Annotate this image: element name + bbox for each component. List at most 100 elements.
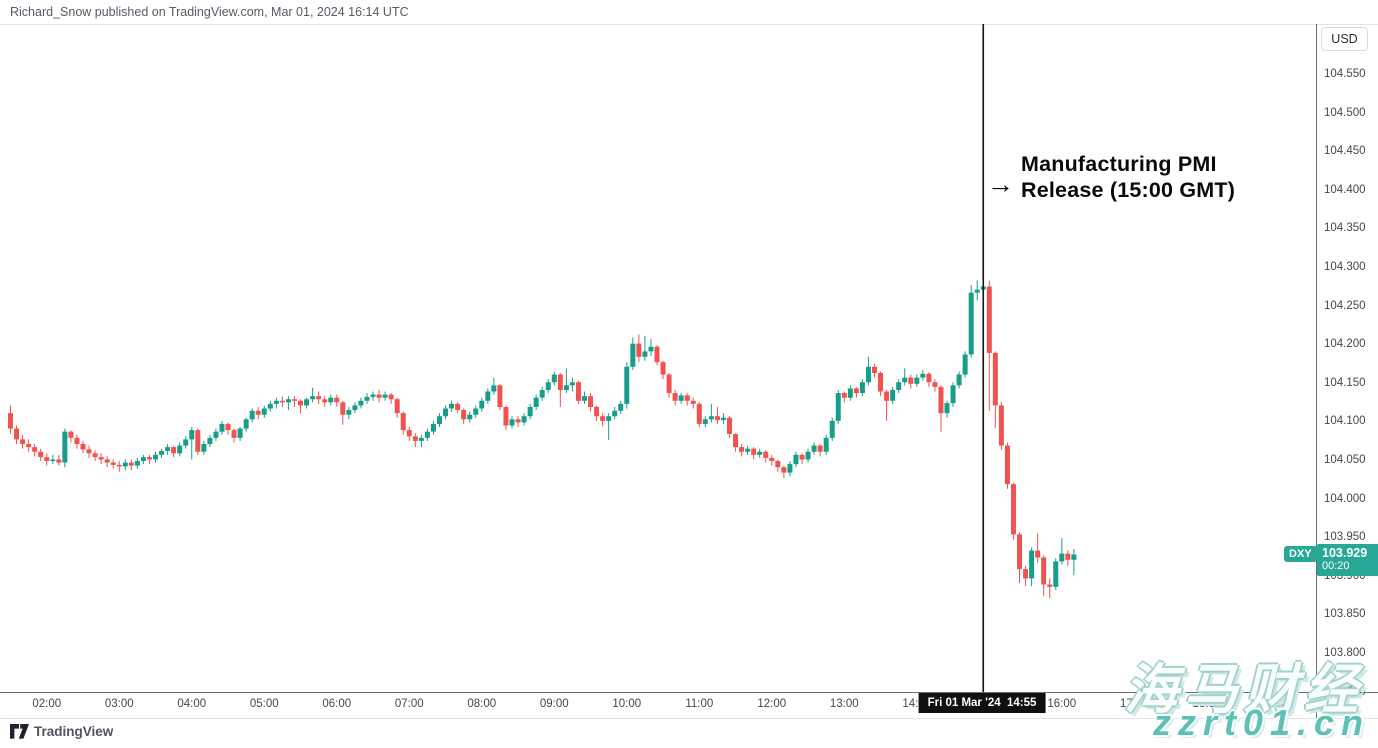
candle-body: [823, 437, 829, 452]
currency-button[interactable]: USD: [1321, 27, 1368, 51]
candle-body: [207, 437, 213, 445]
candle-body: [878, 372, 884, 392]
candle-body: [394, 399, 400, 414]
candle-body: [376, 394, 382, 398]
candle-body: [805, 451, 811, 460]
price-axis-label: 103.850: [1324, 608, 1366, 621]
time-axis-label: 19:00: [1264, 698, 1294, 710]
candle-body: [497, 385, 503, 407]
candle-body: [817, 445, 823, 452]
price-axis-label: 104.200: [1324, 338, 1366, 351]
candle-body: [829, 420, 835, 438]
candle-body: [50, 459, 56, 461]
candle-body: [588, 396, 594, 407]
candle-body: [920, 373, 926, 378]
candle-body: [1041, 557, 1047, 585]
candle-body: [787, 464, 793, 473]
symbol-price-chip: DXY: [1284, 546, 1317, 563]
price-axis-label: 104.100: [1324, 415, 1366, 428]
event-annotation: → Manufacturing PMI Release (15:00 GMT): [987, 152, 1235, 203]
candle-body: [1017, 534, 1023, 570]
candle-body: [473, 408, 479, 415]
candle-body: [799, 454, 805, 460]
candle-body: [92, 453, 98, 458]
candle-body: [581, 396, 587, 401]
candle-body: [763, 451, 769, 458]
candle-body: [279, 400, 285, 403]
candle-body: [128, 462, 134, 466]
candle-body: [696, 403, 702, 424]
candle-body: [467, 414, 473, 420]
candle-body: [122, 462, 128, 467]
candle-body: [153, 454, 159, 460]
candle-body: [835, 393, 841, 421]
candle-body: [1053, 561, 1059, 587]
chart-top-border: [0, 24, 1378, 25]
candle-body: [74, 437, 80, 445]
event-annotation-line1: Manufacturing PMI: [1021, 152, 1217, 176]
time-axis-label: 05:00: [249, 698, 279, 710]
candle-body: [944, 403, 950, 414]
candle-body: [630, 343, 636, 367]
candle-body: [346, 410, 352, 415]
candle-body: [902, 377, 908, 383]
candle-body: [436, 416, 442, 424]
candle-body: [195, 430, 201, 452]
price-axis-label: 104.000: [1324, 492, 1366, 505]
candle-body: [273, 400, 279, 404]
candle-body: [606, 416, 612, 421]
candle-body: [461, 410, 467, 420]
time-axis-label: 18:00: [1192, 698, 1222, 710]
time-axis-label: 04:00: [177, 698, 207, 710]
candle-body: [708, 416, 714, 420]
candle-body: [1071, 554, 1077, 560]
candle-body: [793, 454, 799, 465]
candle-body: [249, 410, 255, 420]
candle-body: [926, 373, 932, 383]
tradingview-logo[interactable]: TradingView: [10, 724, 113, 739]
watermark-site-url: zzrt01.cn: [1152, 702, 1370, 743]
candle-body: [98, 457, 104, 460]
candle-body: [714, 416, 720, 421]
candle-body: [612, 410, 618, 417]
candle-body: [956, 374, 962, 386]
price-axis-label: 103.750: [1324, 685, 1366, 698]
candle-body: [998, 405, 1004, 446]
candle-body: [726, 417, 732, 434]
candle-body: [485, 391, 491, 401]
crosshair-time-tag: Fri 01 Mar '24 14:55: [918, 693, 1046, 713]
tradingview-logo-icon: [10, 724, 29, 739]
candle-body: [672, 393, 678, 401]
candle-body: [551, 374, 557, 383]
candle-body: [189, 430, 195, 440]
candle-body: [134, 461, 140, 466]
time-axis-label: 07:00: [394, 698, 424, 710]
candle-body: [884, 391, 890, 401]
candle-body: [110, 462, 116, 465]
candle-body: [165, 447, 171, 451]
candle-body: [140, 457, 146, 461]
candle-body: [430, 423, 436, 432]
candle-body: [20, 439, 26, 445]
price-axis-label: 104.150: [1324, 376, 1366, 389]
candle-body: [678, 395, 684, 401]
candle-body: [739, 447, 745, 452]
candle-body: [231, 430, 237, 438]
publish-attribution: Richard_Snow published on TradingView.co…: [10, 5, 409, 19]
price-axis-label: 104.250: [1324, 299, 1366, 312]
candle-body: [636, 343, 642, 357]
candle-body: [1059, 553, 1065, 562]
price-axis-label: 104.550: [1324, 68, 1366, 80]
event-annotation-line2: Release (15:00 GMT): [1021, 177, 1236, 202]
candle-body: [340, 402, 346, 415]
candle-body: [86, 449, 92, 454]
candle-body: [291, 399, 297, 401]
candle-body: [443, 408, 449, 417]
candle-body: [26, 444, 32, 448]
candle-body: [412, 436, 418, 441]
candle-body: [618, 403, 624, 411]
candle-body: [213, 431, 219, 438]
candle-body: [563, 385, 569, 390]
candle-body: [116, 464, 122, 467]
